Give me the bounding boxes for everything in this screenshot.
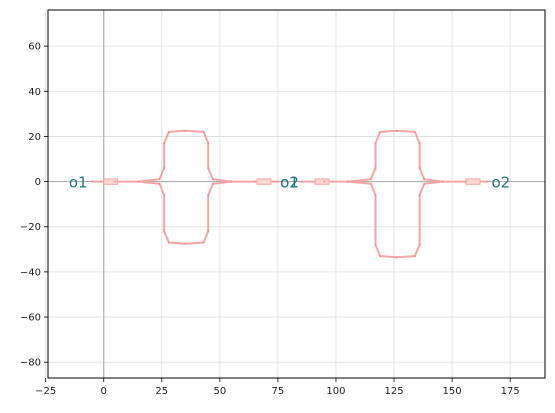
x-tick-label: 125 [384, 386, 403, 397]
trace-vertex [379, 131, 382, 133]
trace-vertex [465, 180, 467, 183]
trace-vertex [414, 255, 416, 257]
trace-vertex [441, 180, 444, 183]
trace-vertex [167, 241, 170, 244]
trace-vertex [323, 180, 326, 183]
trace-vertex [163, 230, 166, 233]
axes-frame [47, 9, 546, 379]
taper-3 [314, 178, 330, 185]
trace-vertex [207, 142, 210, 145]
trace-vertex [207, 230, 210, 233]
taper-1 [103, 178, 119, 185]
trace-vertex [163, 194, 166, 197]
trace-vertex [418, 194, 421, 197]
trace-vertex [158, 178, 161, 181]
trace-vertex [346, 180, 349, 183]
trace-vertex [230, 180, 233, 183]
trace-vertex [486, 180, 488, 183]
trace-vertex [374, 142, 377, 145]
trace-vertex [184, 242, 186, 245]
trace-vertex [91, 180, 94, 183]
port-label-o1: o1 [280, 174, 299, 192]
trace-vertex [114, 180, 117, 183]
trace-vertex [395, 256, 398, 259]
trace-vertex [207, 167, 210, 169]
trace-vertex [414, 131, 416, 133]
y-tick-label: −40 [20, 267, 41, 278]
mzi-1-lower-arm [137, 180, 233, 245]
port-label-o1: o1 [69, 174, 88, 192]
zero-axes [48, 10, 545, 378]
x-tick-label: 75 [272, 386, 285, 397]
grid [45, 10, 545, 378]
x-tick-label: −25 [35, 386, 56, 397]
y-tick-label: 20 [28, 132, 41, 143]
x-tick-label: 25 [155, 386, 168, 397]
ticks: −25 0 25 50 75 100 125 150 175 −80 −60 −40 −20 0 20 40 6… [20, 42, 520, 397]
x-tick-label: 175 [501, 386, 520, 397]
trace-vertex [418, 243, 421, 246]
trace-vertex [163, 142, 166, 145]
mzi-2-lower-arm [346, 180, 444, 259]
trace-vertex [207, 194, 210, 197]
y-tick-label: −60 [20, 313, 41, 324]
trace-vertex [167, 131, 170, 133]
trace-vertex [374, 194, 377, 197]
trace-vertex [423, 178, 426, 181]
taper-2 [256, 178, 272, 185]
trace-vertex [211, 182, 214, 185]
x-tick-label: 150 [443, 386, 462, 397]
y-tick-label: 60 [28, 42, 41, 53]
trace-vertex [418, 142, 421, 145]
trace-vertex [379, 255, 382, 257]
trace-vertex [374, 167, 377, 169]
trace-vertex [202, 241, 205, 244]
trace-vertex [137, 180, 140, 183]
trace-vertex [395, 129, 398, 132]
trace-vertex [202, 131, 205, 133]
mzi-1-upper-arm [91, 129, 279, 183]
trace-vertex [158, 182, 161, 185]
taper-4 [465, 178, 481, 185]
trace-vertex [418, 167, 421, 169]
port-label-o2: o2 [280, 174, 299, 192]
y-tick-label: 0 [35, 177, 41, 188]
trace-vertex [369, 178, 372, 181]
trace-vertex [374, 243, 377, 246]
x-tick-label: 100 [326, 386, 345, 397]
trace-vertex [277, 180, 279, 183]
trace-vertex [253, 180, 256, 183]
x-tick-label: 0 [101, 386, 107, 397]
y-tick-label: −80 [20, 358, 41, 369]
waveguide-traces [91, 129, 488, 259]
trace-vertex [211, 178, 214, 181]
x-tick-label: 50 [213, 386, 226, 397]
trace-vertex [184, 129, 186, 132]
trace-vertex [163, 167, 166, 169]
y-tick-label: 40 [28, 87, 41, 98]
trace-vertex [423, 182, 426, 185]
trace-vertex [300, 180, 303, 183]
trace-vertex [369, 182, 372, 185]
port-label-o2: o2 [492, 174, 511, 192]
y-tick-label: −20 [20, 222, 41, 233]
